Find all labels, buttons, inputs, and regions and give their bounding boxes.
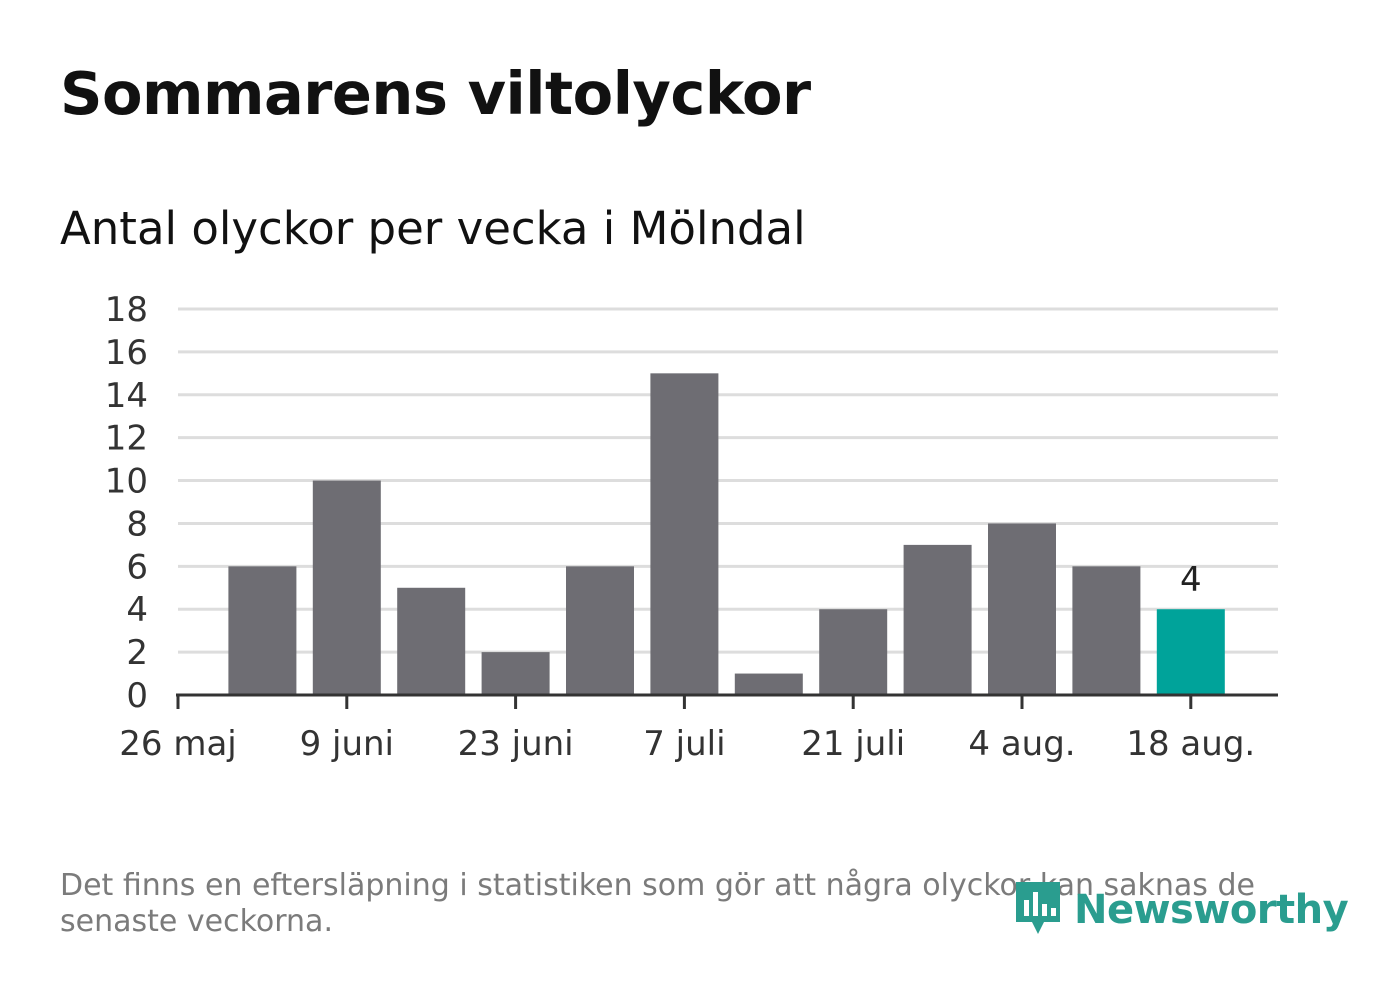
bar [481, 652, 550, 695]
brand-logo: Newsworthy [1012, 878, 1349, 942]
y-tick-label: 12 [105, 419, 148, 459]
bar [1072, 566, 1141, 695]
x-tick-label: 4 aug. [968, 724, 1075, 764]
x-tick-label: 7 juli [643, 724, 725, 764]
y-tick-label: 14 [105, 376, 148, 416]
y-tick-label: 18 [105, 290, 148, 330]
y-tick-label: 6 [126, 547, 148, 587]
chart-title: Sommarens viltolyckor [60, 59, 811, 128]
bar-chart-speech-bubble-icon [1012, 878, 1064, 942]
x-tick-label: 18 aug. [1126, 724, 1255, 764]
x-tick-label: 21 juli [801, 724, 905, 764]
x-tick-label: 9 juni [300, 724, 394, 764]
x-tick-label: 23 juni [458, 724, 574, 764]
bar [650, 373, 719, 695]
y-tick-label: 4 [126, 590, 148, 630]
bar [819, 609, 888, 695]
y-tick-label: 10 [105, 462, 148, 502]
y-tick-label: 2 [126, 633, 148, 673]
y-tick-label: 8 [126, 504, 148, 544]
bar [312, 480, 381, 695]
x-tick-label: 26 maj [119, 724, 236, 764]
y-tick-label: 16 [105, 333, 148, 373]
bar [566, 566, 634, 695]
bar [988, 523, 1056, 695]
bar [228, 566, 297, 695]
bar [903, 544, 972, 695]
bar [397, 587, 466, 695]
data-label: 4 [1180, 560, 1202, 600]
bar [1156, 609, 1225, 695]
bar [734, 673, 803, 695]
y-tick-label: 0 [126, 676, 148, 716]
brand-name: Newsworthy [1074, 887, 1349, 933]
chart-subtitle: Antal olyckor per vecka i Mölndal [60, 202, 806, 255]
